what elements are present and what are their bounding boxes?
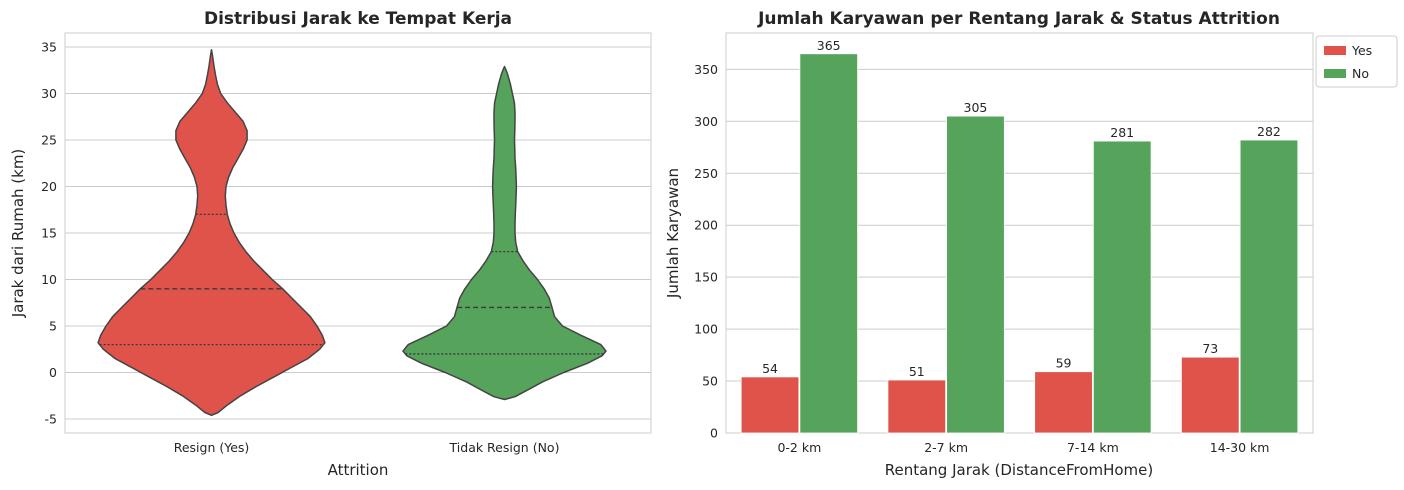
bar-y-ticks: 0 50 100 150 200 250 300 350 [694, 62, 718, 441]
legend-label-no: No [1352, 66, 1369, 81]
violin-y-tick-label: 35 [41, 39, 57, 54]
bar-value-label: 281 [1110, 125, 1134, 140]
violin-title: Distribusi Jarak ke Tempat Kerja [204, 9, 512, 29]
bar-x-tick-label: 7-14 km [1067, 440, 1119, 455]
bar-y-axis-label: Jumlah Karyawan [664, 168, 682, 299]
bar-value-label: 365 [817, 38, 841, 53]
bar-no [1239, 139, 1299, 434]
bar-y-tick-label: 100 [694, 322, 718, 337]
bar-y-tick-label: 250 [694, 166, 718, 181]
violin-y-tick-label: 15 [41, 226, 57, 241]
bar-y-tick-label: 200 [694, 218, 718, 233]
violin-y-tick-label: 25 [41, 132, 57, 147]
legend-label-yes: Yes [1351, 43, 1372, 58]
violin-y-ticks: -5 0 5 10 15 20 25 30 35 [41, 39, 57, 426]
violin-y-tick-label: 30 [41, 86, 57, 101]
violin-y-tick-label: 10 [41, 272, 57, 287]
bar-value-label: 54 [762, 361, 778, 376]
bar-no [1092, 140, 1152, 434]
bar-no [946, 115, 1005, 434]
violin-y-tick-label: 20 [41, 179, 57, 194]
bar-y-tick-label: 0 [710, 426, 718, 441]
legend: Yes No [1315, 35, 1398, 88]
bar-y-tick-label: 300 [694, 114, 718, 129]
bar-chart: 54 365 51 305 59 281 73 282 0 50 100 150 200 250 300 3… [664, 9, 1398, 479]
bar-x-ticks: 0-2 km 2-7 km 7-14 km 14-30 km [777, 440, 1269, 455]
legend-swatch-yes [1324, 46, 1346, 55]
bar-x-tick-label: 14-30 km [1210, 440, 1270, 455]
bar-value-label: 305 [964, 100, 988, 115]
violin-chart: -5 0 5 10 15 20 25 30 35 Resign (Yes) Tidak Resig… [9, 9, 652, 479]
bar-value-label: 282 [1257, 124, 1281, 139]
bar-value-label: 73 [1202, 341, 1218, 356]
violin-y-axis-label: Jarak dari Rumah (km) [9, 149, 27, 319]
bar-yes [1034, 371, 1093, 434]
violin-y-tick-label: 0 [49, 365, 57, 380]
bar-value-label: 51 [909, 364, 925, 379]
violin-y-tick-label: -5 [45, 412, 57, 427]
bar-x-tick-label: 0-2 km [777, 440, 821, 455]
bar-y-tick-label: 50 [702, 374, 718, 389]
violin-x-tick-label: Resign (Yes) [174, 440, 250, 455]
violin-x-tick-label: Tidak Resign (No) [449, 440, 560, 455]
violin-x-ticks: Resign (Yes) Tidak Resign (No) [174, 440, 560, 455]
violin-y-tick-label: 5 [49, 319, 57, 334]
bar-x-tick-label: 2-7 km [924, 440, 968, 455]
bar-yes [887, 379, 947, 434]
bar-y-tick-label: 350 [694, 62, 718, 77]
bar-y-tick-label: 150 [694, 270, 718, 285]
violin-body [402, 65, 607, 401]
bar-value-label: 59 [1056, 356, 1072, 371]
bar-x-axis-label: Rentang Jarak (DistanceFromHome) [885, 461, 1154, 479]
bar-no [799, 53, 858, 434]
bar-bars [740, 53, 1299, 434]
bar-title: Jumlah Karyawan per Rentang Jarak & Stat… [757, 9, 1280, 29]
violin-bodies [97, 48, 607, 417]
legend-swatch-no [1324, 69, 1346, 78]
bar-yes [1181, 356, 1240, 434]
violin-x-axis-label: Attrition [328, 461, 389, 479]
bar-data-labels: 54 365 51 305 59 281 73 282 [762, 38, 1281, 379]
violin-body [97, 48, 326, 417]
bar-yes [740, 376, 800, 434]
